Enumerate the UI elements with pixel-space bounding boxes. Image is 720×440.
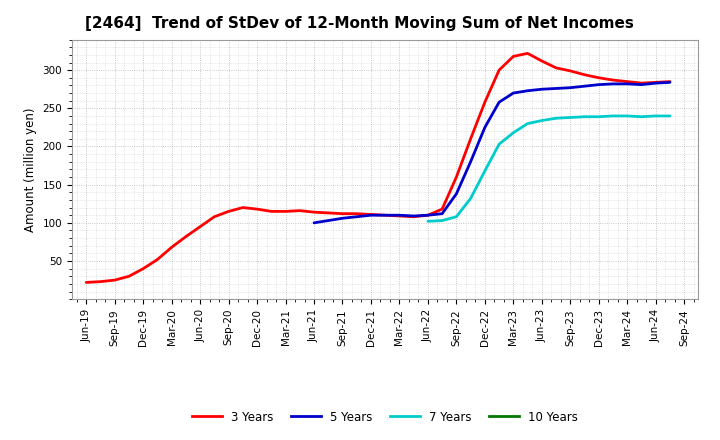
Text: [2464]  Trend of StDev of 12-Month Moving Sum of Net Incomes: [2464] Trend of StDev of 12-Month Moving… <box>84 16 634 32</box>
Y-axis label: Amount (million yen): Amount (million yen) <box>24 107 37 231</box>
Legend: 3 Years, 5 Years, 7 Years, 10 Years: 3 Years, 5 Years, 7 Years, 10 Years <box>187 406 583 428</box>
